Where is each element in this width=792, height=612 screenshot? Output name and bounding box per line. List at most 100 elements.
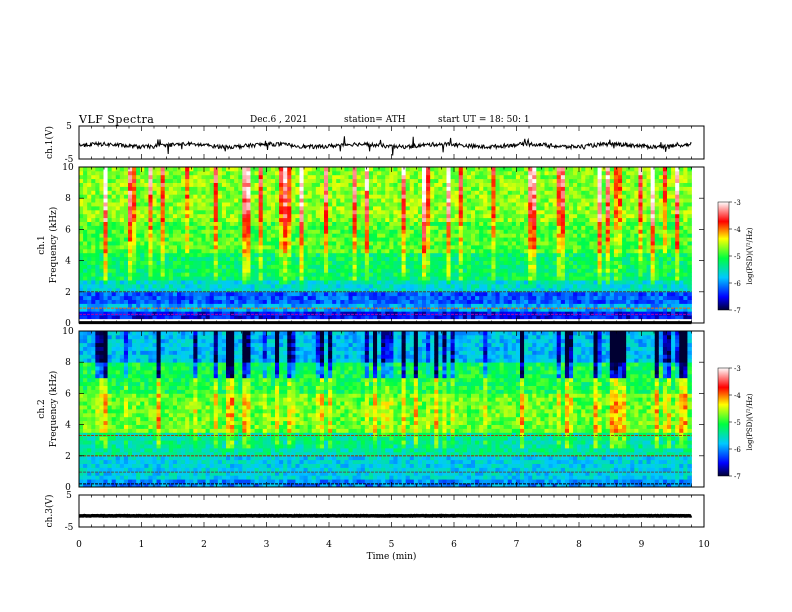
spectrogram-cell bbox=[540, 311, 545, 316]
spectrogram-cell bbox=[164, 182, 170, 187]
spectrogram-cell bbox=[507, 202, 513, 207]
spectrogram-cell bbox=[315, 202, 321, 207]
spectrogram-cell bbox=[450, 170, 456, 176]
spectrogram-cell bbox=[581, 291, 586, 297]
spectrogram-cell bbox=[238, 307, 243, 312]
spectrogram-cell bbox=[569, 209, 574, 215]
spectrogram-cell bbox=[152, 186, 157, 191]
spectrogram-cell bbox=[507, 225, 513, 230]
spectrogram-cell bbox=[185, 245, 190, 250]
spectrogram-cell bbox=[230, 280, 235, 285]
spectrogram-cell bbox=[454, 264, 460, 269]
spectrogram-cell bbox=[115, 280, 121, 285]
spectrogram-cell bbox=[319, 167, 325, 172]
spectrogram-cell bbox=[115, 209, 121, 215]
spectrogram-cell bbox=[99, 264, 104, 269]
spectrogram-cell bbox=[524, 237, 529, 242]
spectrogram-cell bbox=[95, 237, 100, 242]
spectrogram-cell bbox=[487, 206, 492, 211]
spectrogram-cell bbox=[483, 299, 488, 304]
spectrogram-cell bbox=[344, 241, 349, 246]
spectrogram-cell bbox=[393, 303, 398, 308]
spectrogram-cell bbox=[193, 213, 198, 219]
spectrogram-cell bbox=[409, 194, 415, 199]
spectrogram-cell bbox=[205, 307, 211, 312]
spectrogram-cell bbox=[422, 186, 427, 191]
spectrogram-cell bbox=[556, 182, 562, 187]
spectrogram-cell bbox=[393, 186, 398, 191]
spectrogram-cell bbox=[560, 190, 566, 195]
spectrogram-cell bbox=[434, 272, 439, 277]
spectrogram-cell bbox=[152, 237, 157, 242]
spectrogram-cell bbox=[185, 202, 190, 207]
spectrogram-cell bbox=[136, 276, 141, 281]
spectrogram-cell bbox=[238, 280, 243, 285]
spectrogram-cell bbox=[536, 174, 541, 180]
spectrogram-cell bbox=[556, 284, 562, 289]
spectrogram-cell bbox=[115, 299, 121, 304]
spectrogram-cell bbox=[156, 182, 162, 187]
spectrogram-cell bbox=[152, 276, 157, 281]
spectrogram-cell bbox=[189, 268, 194, 273]
spectrogram-cell bbox=[466, 229, 472, 234]
spectrogram-cell bbox=[479, 233, 484, 238]
spectrogram-cell bbox=[193, 256, 198, 261]
spectrogram-cell bbox=[311, 198, 317, 203]
spectrogram-cell bbox=[107, 229, 113, 234]
spectrogram-cell bbox=[401, 217, 407, 222]
spectrogram-cell bbox=[209, 280, 215, 285]
spectrogram-cell bbox=[209, 229, 215, 234]
spectrogram-cell bbox=[491, 241, 496, 246]
spectrogram-cell bbox=[442, 167, 447, 172]
spectrogram-cell bbox=[466, 287, 472, 293]
spectrogram-cell bbox=[511, 272, 517, 277]
spectrogram-cell bbox=[295, 268, 300, 273]
spectrogram-cell bbox=[250, 256, 255, 261]
spectrogram-cell bbox=[381, 237, 386, 242]
spectrogram-cell bbox=[132, 248, 137, 254]
spectrogram-cell bbox=[446, 260, 451, 265]
spectrogram-cell bbox=[483, 206, 488, 211]
spectrogram-cell bbox=[226, 245, 231, 250]
spectrogram-cell bbox=[99, 268, 104, 273]
spectrogram-cell bbox=[128, 225, 133, 230]
spectrogram-cell bbox=[340, 198, 345, 203]
spectrogram-cell bbox=[103, 291, 108, 297]
spectrogram-cell bbox=[177, 256, 182, 261]
spectrogram-cell bbox=[230, 194, 235, 199]
spectrogram-cell bbox=[79, 229, 84, 234]
spectrogram-cell bbox=[283, 248, 288, 254]
spectrogram-cell bbox=[262, 256, 268, 261]
spectrogram-cell bbox=[123, 202, 129, 207]
spectrogram-cell bbox=[315, 295, 321, 300]
spectrogram-cell bbox=[446, 248, 451, 254]
spectrogram-cell bbox=[303, 252, 309, 258]
spectrogram-cell bbox=[144, 217, 149, 222]
spectrogram-cell bbox=[564, 268, 570, 273]
spectrogram-cell bbox=[352, 245, 358, 250]
spectrogram-cell bbox=[172, 287, 178, 293]
spectrogram-cell bbox=[560, 272, 566, 277]
spectrogram-cell bbox=[189, 303, 194, 308]
spectrogram-cell bbox=[426, 284, 431, 289]
spectrogram-cell bbox=[168, 268, 174, 273]
spectrogram-cell bbox=[144, 295, 149, 300]
spectrogram-cell bbox=[197, 315, 202, 320]
spectrogram-cell bbox=[409, 299, 415, 304]
spectrogram-cell bbox=[585, 284, 590, 289]
spectrogram-cell bbox=[242, 311, 247, 316]
spectrogram-cell bbox=[160, 248, 166, 254]
spectrogram-cell bbox=[95, 284, 100, 289]
spectrogram-cell bbox=[344, 245, 349, 250]
spectrogram-cell bbox=[515, 198, 521, 203]
spectrogram-cell bbox=[217, 276, 223, 281]
spectrogram-cell bbox=[324, 174, 329, 180]
spectrogram-cell bbox=[99, 311, 104, 316]
spectrogram-cell bbox=[393, 182, 398, 187]
spectrogram-cell bbox=[511, 280, 517, 285]
spectrogram-cell bbox=[417, 229, 423, 234]
spectrogram-cell bbox=[381, 307, 386, 312]
spectrogram-cell bbox=[201, 287, 206, 293]
spectrogram-cell bbox=[287, 303, 292, 308]
spectrogram-cell bbox=[373, 194, 378, 199]
